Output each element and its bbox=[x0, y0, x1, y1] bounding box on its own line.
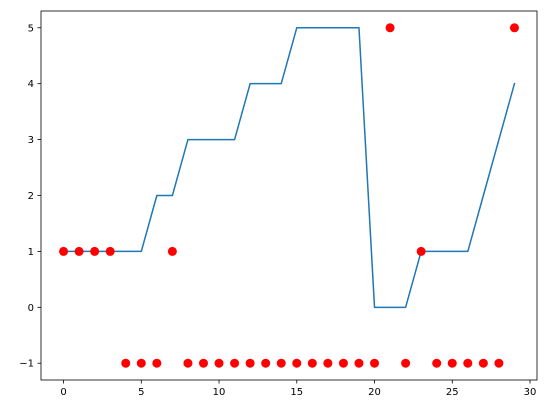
scatter-point bbox=[167, 246, 177, 256]
scatter-point bbox=[432, 358, 442, 368]
scatter-point bbox=[370, 358, 380, 368]
x-axis: 0 5 10 15 20 25 30 bbox=[60, 380, 536, 398]
x-tick-label: 30 bbox=[524, 387, 537, 398]
y-tick-label: 0 bbox=[28, 303, 34, 314]
scatter-point bbox=[416, 246, 426, 256]
series-line bbox=[62, 27, 516, 309]
scatter-point bbox=[276, 358, 286, 368]
y-tick-label: 3 bbox=[28, 135, 34, 146]
scatter-point bbox=[59, 246, 69, 256]
scatter-point bbox=[183, 358, 193, 368]
scatter-point bbox=[401, 358, 411, 368]
scatter-point bbox=[338, 358, 348, 368]
y-tick-label: 4 bbox=[28, 79, 34, 90]
y-axis: −1 0 1 2 3 4 5 bbox=[19, 23, 41, 370]
scatter-point bbox=[136, 358, 146, 368]
scatter-point bbox=[152, 358, 162, 368]
scatter-point bbox=[307, 358, 317, 368]
y-tick-label: 2 bbox=[28, 191, 34, 202]
scatter-point bbox=[198, 358, 208, 368]
scatter-point bbox=[292, 358, 302, 368]
x-tick-label: 10 bbox=[213, 387, 226, 398]
line-layer bbox=[62, 27, 516, 309]
scatter-point bbox=[447, 358, 457, 368]
scatter-point bbox=[90, 246, 100, 256]
scatter-point bbox=[463, 358, 473, 368]
x-tick-label: 25 bbox=[446, 387, 459, 398]
scatter-point bbox=[121, 358, 131, 368]
x-tick-label: 0 bbox=[60, 387, 66, 398]
y-tick-label: 1 bbox=[28, 247, 34, 258]
scatter-point bbox=[214, 358, 224, 368]
scatter-point bbox=[385, 23, 395, 33]
x-tick-label: 20 bbox=[368, 387, 381, 398]
marker-layer bbox=[59, 23, 519, 368]
scatter-point bbox=[105, 246, 115, 256]
scatter-point bbox=[74, 246, 84, 256]
scatter-point bbox=[354, 358, 364, 368]
scatter-point bbox=[245, 358, 255, 368]
scatter-point bbox=[494, 358, 504, 368]
scatter-point bbox=[478, 358, 488, 368]
scatter-point bbox=[230, 358, 240, 368]
x-tick-label: 5 bbox=[138, 387, 144, 398]
scatter-point bbox=[323, 358, 333, 368]
x-tick-label: 15 bbox=[290, 387, 303, 398]
y-tick-label: −1 bbox=[19, 359, 34, 370]
scatter-point bbox=[509, 23, 519, 33]
scatter-point bbox=[261, 358, 271, 368]
plot-area bbox=[41, 11, 537, 380]
y-tick-label: 5 bbox=[28, 23, 34, 34]
